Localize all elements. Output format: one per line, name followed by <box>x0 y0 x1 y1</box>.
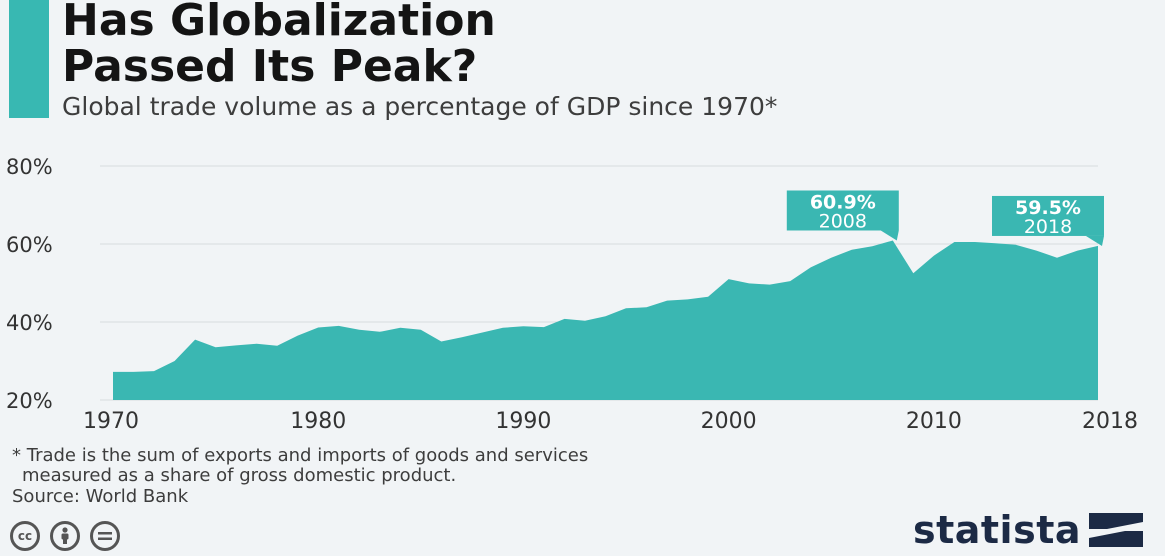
annotation-callout: 60.9%2008 <box>786 190 899 241</box>
x-tick-label: 1970 <box>83 409 139 434</box>
x-tick-label: 2010 <box>906 409 962 434</box>
y-tick-label: 60% <box>6 233 53 257</box>
annotation-value: 60.9% <box>810 191 876 213</box>
title-accent-bar <box>9 0 49 118</box>
title-line-1: Has Globalization <box>62 0 496 46</box>
annotation-box <box>992 195 1104 236</box>
chart-title: Has Globalization Passed Its Peak? <box>62 0 962 90</box>
footnote-line-1: * Trade is the sum of exports and import… <box>12 445 589 466</box>
annotation-callout: 59.5%2018 <box>992 195 1104 246</box>
equals-glyph <box>98 532 112 540</box>
x-tick-label: 1980 <box>290 409 346 434</box>
statista-wordmark: statista <box>912 508 1081 552</box>
footnote: * Trade is the sum of exports and import… <box>12 446 588 486</box>
y-axis-labels: 80% 60% 40% 20% <box>6 155 53 413</box>
annotation-pointer <box>880 230 899 241</box>
chart-subtitle: Global trade volume as a percentage of G… <box>62 92 778 121</box>
creative-commons-icon[interactable]: cc <box>10 521 40 551</box>
no-derivatives-icon[interactable] <box>90 521 120 551</box>
trade-area-chart: 80% 60% 40% 20% 1970 1980 1990 2000 2010 2018 60… <box>6 155 1138 434</box>
person-glyph <box>61 527 69 544</box>
y-tick-label: 20% <box>6 389 53 413</box>
annotation-pointer <box>1086 235 1104 246</box>
peak-annotations: 60.9%2008 59.5%2018 <box>786 190 1104 246</box>
y-tick-label: 80% <box>6 155 53 179</box>
statista-logo-icon <box>1089 513 1143 547</box>
trade-volume-area <box>113 240 1098 400</box>
x-tick-label: 2000 <box>701 409 757 434</box>
annotation-year: 2018 <box>1024 216 1072 238</box>
license-icons: cc <box>10 521 120 551</box>
statista-logo[interactable]: statista <box>913 508 1143 552</box>
annotation-year: 2008 <box>819 210 867 232</box>
footnote-line-2: measured as a share of gross domestic pr… <box>22 465 457 486</box>
annotation-box <box>786 190 899 231</box>
x-tick-label: 2018 <box>1082 409 1138 434</box>
x-axis-labels: 1970 1980 1990 2000 2010 2018 <box>83 409 1138 434</box>
source-note: Source: World Bank <box>12 486 189 507</box>
annotation-value: 59.5% <box>1015 197 1081 219</box>
y-tick-label: 40% <box>6 311 53 335</box>
title-line-2: Passed Its Peak? <box>62 41 478 92</box>
attribution-icon[interactable] <box>50 521 80 551</box>
x-tick-label: 1990 <box>495 409 551 434</box>
